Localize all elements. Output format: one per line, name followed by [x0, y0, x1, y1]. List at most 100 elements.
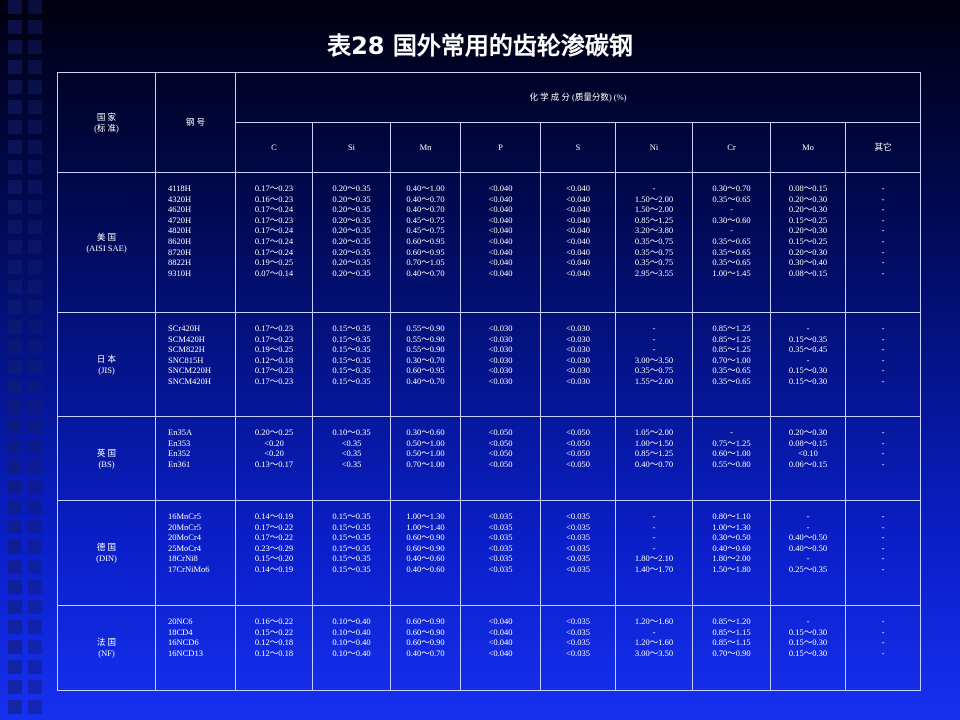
value-cell: <0.030 <0.030 <0.030 <0.030 <0.030 <0.030 [460, 312, 541, 417]
value-cell: <0.035 <0.035 <0.035 <0.035 <0.035 <0.035 [540, 500, 616, 606]
value-cell: 0.60～0.90 0.60～0.90 0.60～0.90 0.40～0.70 [390, 605, 461, 691]
cell-line: 0.85～1.25 [634, 214, 674, 225]
country-cell: 美 国 (AISI SAE) [57, 172, 156, 313]
cell-line: 0.15～0.20 [254, 553, 294, 564]
cell-line: 0.17～0.23 [254, 183, 294, 193]
cell-line: 0.08～0.15 [788, 183, 828, 193]
cell-line: 0.15～0.25 [788, 214, 828, 225]
cell-line: 0.10～0.40 [332, 637, 371, 648]
value-cell: <0.040 <0.040 <0.040 <0.040 [460, 605, 541, 691]
cell-line: 2.95～3.55 [634, 267, 674, 278]
cell-line: 4820H [168, 225, 192, 236]
cell-line: - [881, 542, 885, 553]
cell-line: 16MnCr5 [168, 511, 202, 521]
cell-line: <0.040 [488, 246, 513, 257]
cell-line: <0.030 [566, 354, 590, 365]
cell-line: 3.00～3.50 [634, 354, 674, 365]
cell-line: 0.20～0.30 [788, 204, 828, 215]
cell-line: (DIN) [96, 553, 117, 563]
cell-line: <0.030 [566, 323, 590, 333]
cell-line: <0.040 [488, 257, 513, 268]
element-header: C [235, 122, 313, 173]
value-cell: <0.040 <0.040 <0.040 <0.040 <0.040 <0.040 <0.0… [460, 172, 541, 313]
cell-line: - [881, 333, 885, 344]
cell-line: 0.15～0.35 [332, 354, 371, 365]
value-cell: --------- [844, 172, 922, 313]
cell-line: <0.030 [566, 344, 590, 355]
cell-line: - [881, 183, 885, 193]
cell-line: <0.035 [566, 637, 590, 648]
cell-line: <0.10 [798, 448, 818, 459]
cell-line: 1.00～1.30 [712, 521, 751, 532]
cell-line: 0.23～0.29 [254, 542, 294, 553]
cell-line: 0.40～0.50 [788, 532, 828, 543]
cell-line: <0.040 [566, 235, 590, 246]
cell-line: En352 [168, 448, 191, 459]
cell-line: 0.20～0.35 [332, 193, 371, 204]
cell-line: 4320H [168, 193, 192, 204]
grade-cell: 16MnCr5 20MnCr5 20MoCr4 25MoCr4 18CrNi8 17CrN… [155, 500, 236, 606]
cell-line: 1.55～2.00 [634, 375, 674, 386]
cell-line: 1.50～2.00 [634, 193, 674, 204]
cell-line: (BS) [98, 458, 115, 469]
value-cell: ------ [844, 312, 922, 417]
cell-line: 0.16～0.22 [254, 616, 294, 626]
country-cell: 日 本 (JIS) [57, 312, 156, 417]
element-row: C Si Mn P S Ni Cr Mo 其它 [58, 122, 922, 173]
cell-line: <0.030 [488, 365, 513, 376]
value-cell: 0.10～0.40 0.10～0.40 0.10～0.40 0.10～0.40 [312, 605, 391, 691]
cell-line: - [881, 267, 885, 278]
cell-line: 美 国 [96, 231, 117, 242]
cell-line: - [881, 626, 885, 637]
cell-line: <0.050 [566, 427, 590, 437]
cell-line: - [881, 246, 885, 257]
cell-line: 1.80～2.00 [712, 553, 751, 564]
cell-line: 0.06～0.15 [788, 458, 828, 469]
element-header: P [460, 122, 541, 173]
cell-line: 16NCD13 [168, 647, 203, 658]
cell-line: 8620H [168, 235, 192, 246]
cell-line: - [881, 616, 885, 626]
cell-line: 0.30～0.70 [406, 354, 445, 365]
cell-line: <0.040 [488, 267, 513, 278]
cell-line: 0.40～0.70 [634, 458, 674, 469]
cell-line: <0.040 [488, 214, 513, 225]
cell-line: - [652, 323, 656, 333]
value-cell: 1.20～1.60-1.20～1.60 3.00～3.50 [615, 605, 693, 691]
cell-line: <0.040 [488, 637, 513, 648]
cell-line: 0.15～0.30 [788, 626, 828, 637]
cell-line: 0.20～0.30 [788, 427, 828, 437]
cell-line: - [652, 344, 656, 355]
cell-line: 0.50～1.00 [406, 448, 445, 459]
cell-line: <0.20 [264, 437, 284, 448]
cell-line: C [271, 142, 277, 153]
cell-line: - [881, 563, 885, 574]
cell-line: - [806, 553, 810, 564]
cell-line: 0.15～0.35 [332, 553, 371, 564]
cell-line: <0.35 [341, 437, 362, 448]
cell-line: 0.40～0.60 [406, 563, 445, 574]
cell-line: <0.030 [566, 333, 590, 344]
cell-line: - [881, 458, 885, 469]
cell-line: 18CD4 [168, 626, 193, 637]
cell-line: - [652, 626, 656, 637]
cell-line: - [881, 375, 885, 386]
grade-cell: 4118H 4320H 4620H 4720H 4820H 8620H 8720H 8822H… [155, 172, 236, 313]
cell-line: En361 [168, 458, 191, 469]
cell-line: Mo [802, 142, 814, 153]
cell-line: 0.20～0.35 [332, 235, 371, 246]
cell-line: - [881, 427, 885, 437]
cell-line: 0.40～0.60 [406, 553, 445, 564]
value-cell: 0.17～0.23 0.17～0.23 0.19～0.25 0.12～0.18 0.17… [235, 312, 313, 417]
cell-line: <0.040 [488, 616, 513, 626]
cell-line: 0.12～0.18 [254, 637, 294, 648]
cell-line: 0.16～0.23 [254, 193, 294, 204]
cell-line: 0.55～0.90 [406, 344, 445, 355]
cell-line: 0.10～0.40 [332, 647, 371, 658]
cell-line: 3.00～3.50 [634, 647, 674, 658]
cell-line: 0.15～0.35 [332, 532, 371, 543]
cell-line: 0.40～0.70 [406, 267, 445, 278]
value-cell: -0.75～1.25 0.60～1.00 0.55～0.80 [692, 416, 771, 501]
cell-line: 0.20～0.30 [788, 246, 828, 257]
header-row: 国 家 (标 准) 钢 号 化 学 成 分 (质量分数) (%) [57, 72, 922, 173]
